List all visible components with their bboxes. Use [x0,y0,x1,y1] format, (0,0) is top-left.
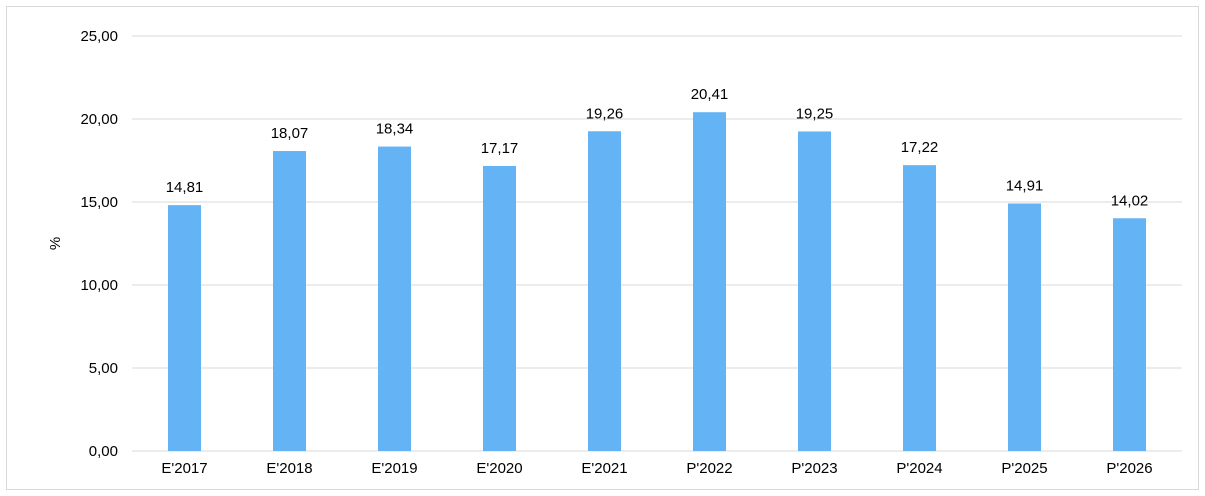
bar [798,131,831,451]
data-label: 19,26 [586,105,624,122]
data-label: 17,22 [901,139,939,156]
y-tick-label: 15,00 [80,194,118,211]
x-tick-label: E'2017 [161,460,207,477]
bar [693,112,726,451]
y-axis-ticks: 0,00 5,00 10,00 15,00 20,00 25,00 [80,28,118,460]
data-label: 17,17 [481,140,519,157]
bars [168,112,1146,451]
bar [273,151,306,451]
bar [1113,218,1146,451]
x-tick-label: P'2023 [791,460,837,477]
y-tick-label: 5,00 [89,360,118,377]
data-label: 19,25 [796,105,834,122]
data-label: 18,34 [376,121,414,138]
bar [1008,203,1041,451]
data-label: 14,02 [1111,192,1149,209]
y-tick-label: 10,00 [80,277,118,294]
x-tick-label: E'2019 [371,460,417,477]
bar [378,146,411,451]
x-tick-label: P'2022 [686,460,732,477]
x-tick-label: P'2024 [896,460,942,477]
data-label: 14,81 [166,179,204,196]
y-tick-label: 0,00 [89,443,118,460]
data-label: 14,91 [1006,177,1044,194]
y-tick-label: 20,00 [80,111,118,128]
gridlines [132,35,1182,452]
bar [903,165,936,451]
x-tick-label: E'2021 [581,460,627,477]
bar [588,131,621,451]
data-label: 20,41 [691,86,729,103]
data-labels: 14,81 18,07 18,34 17,17 19,26 20,41 19,25 17,22… [166,86,1149,209]
bar [483,165,516,451]
x-axis-ticks: E'2017 E'2018 E'2019 E'2020 E'2021 P'2022 P'20… [161,460,1152,477]
x-tick-label: P'2026 [1106,460,1152,477]
x-tick-label: P'2025 [1001,460,1047,477]
bar [168,205,201,451]
y-axis-title: % [47,237,64,250]
data-label: 18,07 [271,125,309,142]
x-tick-label: E'2020 [476,460,522,477]
x-tick-label: E'2018 [266,460,312,477]
y-tick-label: 25,00 [80,28,118,45]
